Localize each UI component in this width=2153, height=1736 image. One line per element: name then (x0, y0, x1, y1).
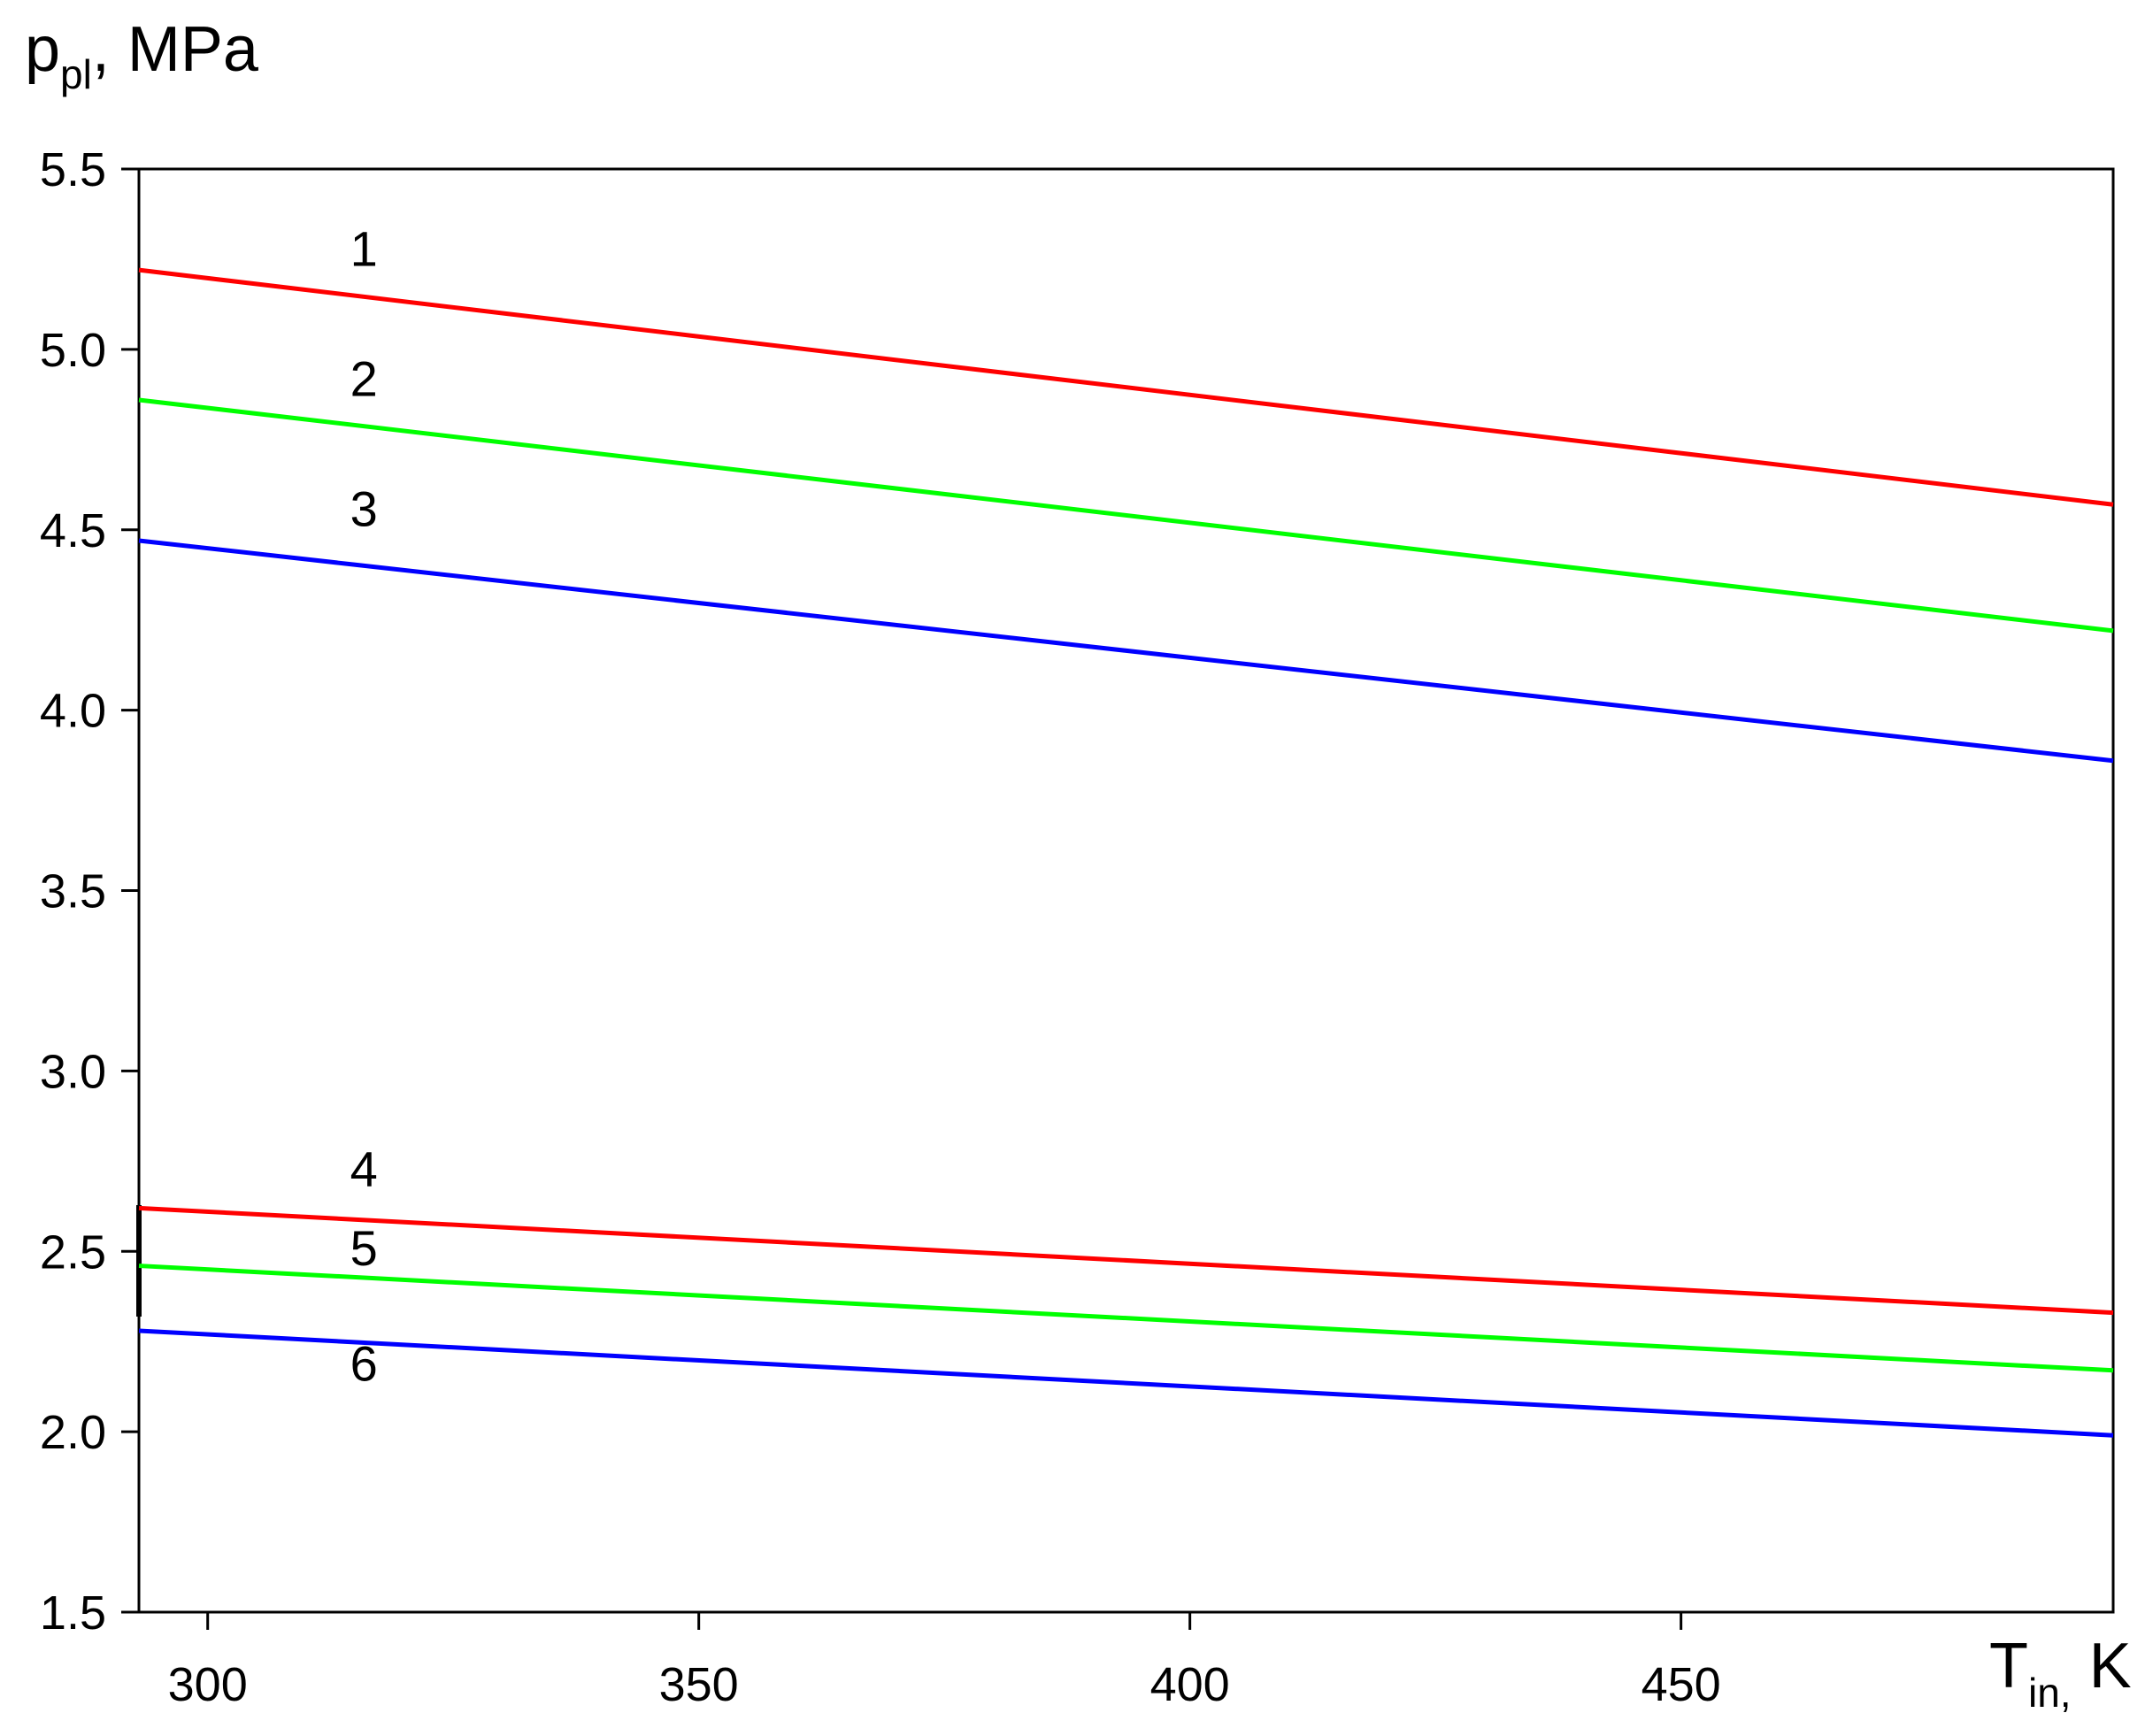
curve-label-4: 4 (350, 1141, 378, 1196)
series-lines (138, 267, 2114, 1438)
x-axis-title-sub: in, (2028, 1670, 2072, 1716)
series-line-6 (138, 1328, 2114, 1438)
series-line-1 (138, 267, 2114, 507)
y-axis-ticks: 1.5 2.0 2.5 3.0 3.5 4.0 4.5 5.0 5.5 (40, 143, 139, 1640)
x-tick-label: 450 (1642, 1658, 1721, 1711)
y-tick-label: 2.0 (40, 1406, 106, 1459)
y-tick-label: 5.5 (40, 143, 106, 196)
y-tick-label: 3.5 (40, 865, 106, 918)
y-tick-label: 3.0 (40, 1045, 106, 1098)
x-axis-title-suffix: K (2072, 1631, 2132, 1701)
series-line-4 (138, 1205, 2114, 1316)
series-line-3 (138, 538, 2114, 764)
series-line-5 (138, 1264, 2114, 1373)
x-tick-label: 400 (1150, 1658, 1230, 1711)
curve-label-6: 6 (350, 1336, 378, 1392)
y-tick-label: 4.5 (40, 504, 106, 557)
curve-label-3: 3 (350, 480, 378, 536)
series-labels: 1 2 3 4 5 6 (350, 221, 378, 1392)
curve-label-5: 5 (350, 1220, 378, 1276)
y-axis-title: ppl, MPa (25, 14, 259, 97)
x-tick-label: 300 (168, 1658, 248, 1711)
curve-label-1: 1 (350, 221, 378, 277)
series-line-2 (138, 397, 2114, 634)
x-tick-label: 350 (659, 1658, 739, 1711)
y-tick-label: 2.5 (40, 1225, 106, 1279)
y-tick-label: 1.5 (40, 1586, 106, 1640)
x-axis-title-main: T (1989, 1631, 2028, 1701)
x-axis-ticks: 300 350 400 450 (168, 1612, 1721, 1711)
x-axis-title: Tin, K (1989, 1631, 2132, 1716)
y-tick-label: 5.0 (40, 324, 106, 377)
curve-label-2: 2 (350, 350, 378, 406)
y-axis-title-main: p (25, 14, 60, 85)
y-axis-title-sub: pl (60, 51, 92, 97)
y-tick-label: 4.0 (40, 685, 106, 738)
y-axis-title-suffix: , MPa (92, 14, 259, 85)
